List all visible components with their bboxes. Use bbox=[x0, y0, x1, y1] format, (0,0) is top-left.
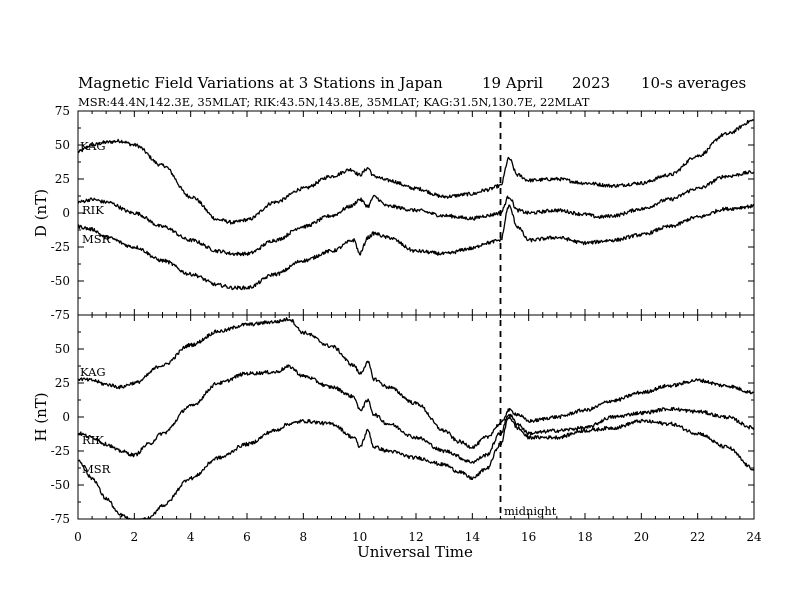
series-label-rik: RIK bbox=[82, 203, 104, 217]
series-label-kag: KAG bbox=[80, 365, 106, 379]
chart-averaging: 10-s averages bbox=[641, 74, 746, 92]
y-tick-label: -25 bbox=[51, 240, 70, 254]
x-tick-label: 8 bbox=[300, 530, 308, 544]
chart-year: 2023 bbox=[572, 74, 610, 92]
series-line-kag-2 bbox=[77, 317, 755, 450]
x-tick-label: 24 bbox=[746, 530, 762, 544]
x-tick-label: 18 bbox=[577, 530, 592, 544]
y-tick-label: 50 bbox=[55, 138, 70, 152]
panel-frame-1 bbox=[77, 110, 755, 316]
plot-area: 75 50 25 0 -25 -50 -75 D (nT) KAG RIK MSR 50 25 0 -25 -… bbox=[32, 104, 762, 544]
y-tick-label: -50 bbox=[51, 274, 70, 288]
y-tick-label: -75 bbox=[51, 512, 70, 526]
x-tick-label: 16 bbox=[521, 530, 536, 544]
y-axis-label-2: H (nT) bbox=[32, 392, 50, 441]
chart-subtitle: MSR:44.4N,142.3E, 35MLAT; RIK:43.5N,143.… bbox=[78, 95, 590, 109]
x-tick-label: 22 bbox=[690, 530, 705, 544]
series-label-kag: KAG bbox=[80, 139, 106, 153]
x-tick-label: 14 bbox=[465, 530, 481, 544]
series-line-rik-1 bbox=[77, 170, 755, 257]
y-tick-label: 25 bbox=[55, 172, 70, 186]
x-axis-label: Universal Time bbox=[357, 543, 473, 561]
series-line-rik-2 bbox=[77, 364, 755, 464]
midnight-label: midnight bbox=[504, 504, 557, 518]
series-line-kag-1 bbox=[77, 119, 755, 225]
series-line-msr-2 bbox=[77, 416, 755, 520]
y-tick-label: -25 bbox=[51, 444, 70, 458]
x-tick-label: 6 bbox=[243, 530, 251, 544]
y-tick-label: 75 bbox=[55, 104, 70, 118]
y-tick-label: -75 bbox=[51, 308, 70, 322]
y-axis-label-1: D (nT) bbox=[32, 189, 50, 237]
y-tick-label: 50 bbox=[55, 342, 70, 356]
x-tick-label: 2 bbox=[131, 530, 139, 544]
chart-date: 19 April bbox=[482, 74, 543, 92]
y-tick-label: 0 bbox=[62, 410, 70, 424]
chart-title: Magnetic Field Variations at 3 Stations … bbox=[78, 74, 443, 92]
series-label-rik: RIK bbox=[82, 433, 104, 447]
y-tick-label: 25 bbox=[55, 376, 70, 390]
x-tick-label: 10 bbox=[352, 530, 367, 544]
y-tick-label: -50 bbox=[51, 478, 70, 492]
series-label-msr: MSR bbox=[82, 462, 111, 476]
series-line-msr-1 bbox=[77, 203, 755, 291]
x-tick-label: 20 bbox=[634, 530, 649, 544]
y-tick-label: 0 bbox=[62, 206, 70, 220]
series-label-msr: MSR bbox=[82, 232, 111, 246]
x-tick-label: 4 bbox=[187, 530, 195, 544]
x-tick-label: 12 bbox=[408, 530, 423, 544]
x-tick-label: 0 bbox=[74, 530, 82, 544]
